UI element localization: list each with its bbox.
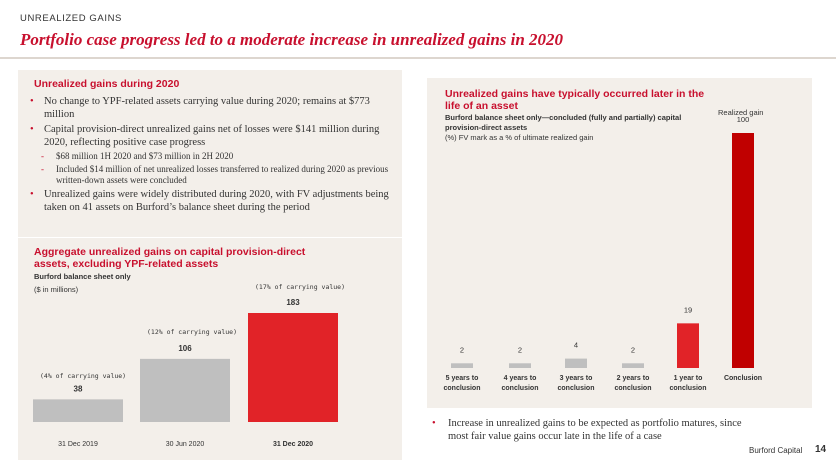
bar-2 (565, 358, 587, 368)
bullet-text: Capital provision-direct unrealized gain… (44, 124, 380, 148)
sub-bullet-text: Included $14 million of net unrealized l… (56, 164, 389, 185)
bullet-item: • Unrealized gains were widely distribute… (30, 188, 396, 214)
brand-name: Burford Capital (749, 446, 803, 455)
bar-1 (509, 363, 531, 368)
value-label-3: 2 (631, 345, 635, 354)
category-label-5: Conclusion (724, 375, 762, 382)
left-chart-units: ($ in millions) (34, 285, 79, 294)
value-label-5: 100 (737, 115, 750, 124)
bar-4 (677, 323, 699, 368)
left-panel-divider (18, 237, 402, 238)
value-label-4: 19 (684, 305, 692, 314)
bullet-item: • Capital provision-direct unrealized gai… (30, 123, 396, 149)
value-label-0: 38 (74, 384, 83, 393)
category-label-1: 4 years to conclusion (502, 375, 539, 392)
bullet-dot-icon: • (30, 124, 34, 135)
bar-3 (622, 363, 644, 368)
bullet-dot-icon: • (30, 96, 34, 107)
value-label-2: 4 (574, 341, 578, 350)
unrealized-gains-heading: Unrealized gains during 2020 (34, 78, 180, 90)
bar-2 (248, 313, 338, 422)
bullet-text: No change to YPF-related assets carrying… (44, 96, 370, 120)
dash-icon: - (41, 164, 44, 174)
sub-bullet-text: $68 million 1H 2020 and $73 million in 2… (56, 151, 234, 161)
page-number: 14 (815, 444, 827, 455)
right-chart-subtitle: Burford balance sheet only—concluded (fu… (445, 113, 682, 132)
category-label-2: 31 Dec 2020 (273, 441, 313, 448)
footer-bullet-text: Increase in unrealized gains to be expec… (448, 418, 742, 442)
realized-gain-annotation: Realized gain (718, 108, 764, 117)
annotation-0: (4% of carrying value) (40, 372, 127, 380)
bullet-item: • No change to YPF-related assets carryin… (30, 95, 396, 121)
bullet-text: Unrealized gains were widely distributed… (44, 189, 389, 213)
bullet-dot-icon: • (30, 189, 34, 200)
bar-0 (451, 363, 473, 368)
category-label-0: 5 years to conclusion (444, 375, 481, 392)
category-label-1: 30 Jun 2020 (166, 441, 205, 448)
sub-bullet-item: - Included $14 million of net unrealized … (30, 164, 396, 186)
right-chart-units: (%) FV mark as a % of ultimate realized … (445, 133, 594, 142)
left-chart-heading: Aggregate unrealized gains on capital pr… (34, 246, 306, 270)
title-divider (0, 57, 836, 59)
category-label-3: 2 years to conclusion (615, 375, 652, 392)
category-label-4: 1 year to conclusion (670, 375, 707, 392)
value-label-0: 2 (460, 345, 464, 354)
value-label-2: 183 (286, 298, 300, 307)
dash-icon: - (41, 151, 44, 161)
category-label-0: 31 Dec 2019 (58, 441, 98, 448)
bar-1 (140, 358, 230, 422)
bar-5 (732, 133, 754, 368)
left-chart-subtitle: Burford balance sheet only (34, 272, 131, 281)
annotation-2: (17% of carrying value) (255, 283, 346, 291)
section-label: UNREALIZED GAINS (20, 13, 122, 24)
unrealized-gains-bullets: • No change to YPF-related assets carryin… (30, 95, 396, 216)
footer-bullet: • Increase in unrealized gains to be exp… (432, 417, 762, 443)
page-title: Portfolio case progress led to a moderat… (20, 30, 564, 49)
right-bar-chart: 2 5 years to conclusion 2 4 years to conclusi… (444, 115, 763, 392)
annotation-1: (12% of carrying value) (147, 328, 238, 336)
value-label-1: 106 (178, 344, 192, 353)
value-label-1: 2 (518, 345, 522, 354)
left-bar-chart: 38 31 Dec 2019 106 30 Jun 2020 183 31 Dec 202… (33, 298, 338, 448)
bar-0 (33, 399, 123, 422)
sub-bullet-item: - $68 million 1H 2020 and $73 million in … (30, 151, 396, 162)
category-label-2: 3 years to conclusion (558, 375, 595, 392)
right-chart-heading: Unrealized gains have typically occurred… (445, 88, 705, 112)
bullet-dot-icon: • (432, 418, 436, 429)
